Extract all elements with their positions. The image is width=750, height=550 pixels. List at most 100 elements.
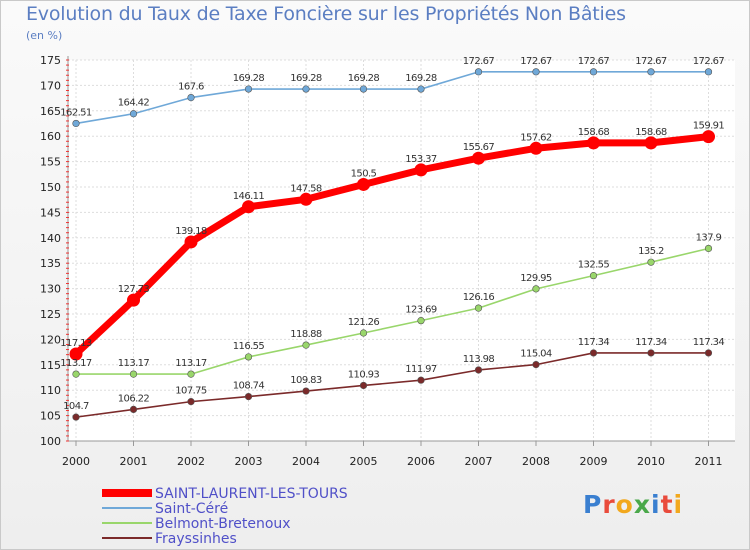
y-tick-label: 150 — [40, 181, 61, 194]
data-label: 121.26 — [348, 317, 380, 328]
x-tick-label: 2004 — [292, 455, 320, 468]
data-point — [302, 341, 310, 349]
y-tick-label: 130 — [40, 283, 61, 296]
data-label: 150.5 — [351, 168, 377, 179]
data-point — [129, 370, 138, 378]
data-label: 113.98 — [463, 354, 495, 365]
data-label: 159.91 — [693, 121, 725, 132]
data-label: 108.74 — [233, 381, 265, 392]
data-label: 111.97 — [405, 364, 437, 375]
data-point — [647, 68, 655, 76]
y-tick-label: 100 — [40, 435, 61, 448]
data-point — [532, 68, 540, 76]
data-point — [417, 85, 425, 93]
data-point — [302, 85, 310, 93]
data-point — [69, 347, 83, 361]
y-tick-label: 110 — [40, 384, 61, 397]
data-label: 157.62 — [520, 132, 552, 143]
data-label: 113.17 — [175, 358, 207, 369]
data-point — [647, 258, 655, 266]
x-tick-label: 2008 — [522, 455, 550, 468]
y-axis-unit-label: (en %) — [26, 29, 63, 42]
data-label: 113.17 — [118, 358, 150, 369]
data-point — [532, 360, 540, 369]
data-label: 153.37 — [405, 154, 437, 165]
data-point — [704, 244, 713, 253]
data-point — [129, 405, 138, 414]
plot-area — [68, 60, 735, 441]
data-point — [702, 130, 715, 144]
y-tick-label: 170 — [40, 79, 61, 92]
data-label: 127.73 — [118, 284, 150, 295]
data-point — [589, 349, 598, 357]
data-label: 155.67 — [463, 142, 495, 153]
data-label: 115.04 — [520, 349, 552, 360]
data-label: 129.95 — [520, 273, 552, 284]
x-tick-label: 2003 — [235, 455, 263, 468]
data-label: 116.55 — [233, 341, 265, 352]
data-label: 117.13 — [60, 338, 92, 349]
logo-letter: P — [583, 490, 603, 519]
chart-title: Evolution du Taux de Taxe Foncière sur l… — [26, 3, 626, 25]
axes: 1001051101151201251301351401451501551601… — [40, 54, 735, 468]
data-label: 146.11 — [233, 191, 265, 202]
data-label: 147.58 — [290, 183, 322, 194]
data-point — [129, 110, 138, 118]
logo-letter: x — [633, 490, 651, 519]
series-line-saint-laurent-les-tours — [72, 133, 712, 358]
data-label: 104.7 — [63, 401, 89, 412]
data-label: 169.28 — [405, 73, 437, 84]
data-point — [417, 376, 425, 384]
data-label: 117.34 — [693, 337, 725, 348]
data-point — [244, 353, 253, 361]
y-tick-label: 175 — [40, 54, 61, 67]
data-label: 164.42 — [118, 98, 150, 109]
data-point — [359, 381, 368, 390]
data-point — [184, 235, 198, 249]
x-tick-label: 2006 — [407, 455, 435, 468]
data-point — [474, 68, 483, 76]
data-label: 172.67 — [693, 56, 725, 67]
data-label: 118.88 — [290, 329, 322, 340]
y-tick-label: 145 — [40, 206, 61, 219]
data-label: 137.9 — [696, 232, 722, 243]
y-tick-label: 105 — [40, 410, 61, 423]
x-tick-label: 2009 — [580, 455, 608, 468]
data-point — [704, 349, 713, 357]
data-label: 107.75 — [175, 386, 207, 397]
x-tick-label: 2011 — [695, 455, 723, 468]
y-tick-label: 135 — [40, 257, 61, 270]
data-label: 172.67 — [463, 56, 495, 67]
x-tick-label: 2000 — [62, 455, 90, 468]
data-point — [359, 85, 368, 93]
data-label: 110.93 — [348, 369, 380, 380]
y-tick-label: 155 — [40, 156, 61, 169]
data-label: 117.34 — [635, 337, 667, 348]
data-label: 126.16 — [463, 292, 495, 303]
data-label: 113.17 — [60, 358, 92, 369]
logo-letter: o — [615, 490, 634, 519]
data-label: 162.51 — [60, 107, 92, 118]
series-group — [69, 68, 715, 421]
data-label: 117.34 — [578, 337, 610, 348]
data-point — [357, 177, 370, 191]
data-point — [644, 136, 658, 150]
data-label: 172.67 — [578, 56, 610, 67]
data-point — [359, 329, 368, 337]
y-tick-label: 140 — [40, 232, 61, 245]
logo-letter: t — [660, 490, 674, 519]
series-line-belmont-bretenoux — [75, 247, 710, 375]
logo-letter: r — [602, 490, 616, 519]
data-point — [72, 370, 80, 378]
x-tick-label: 2001 — [120, 455, 148, 468]
data-point — [187, 370, 195, 378]
data-label: 158.68 — [635, 127, 667, 138]
data-point — [587, 136, 600, 150]
data-point — [244, 393, 253, 401]
data-point — [414, 163, 428, 177]
data-point — [417, 317, 425, 325]
data-label: 135.2 — [638, 246, 664, 257]
data-label: 139.18 — [175, 226, 207, 237]
data-point — [187, 398, 195, 406]
